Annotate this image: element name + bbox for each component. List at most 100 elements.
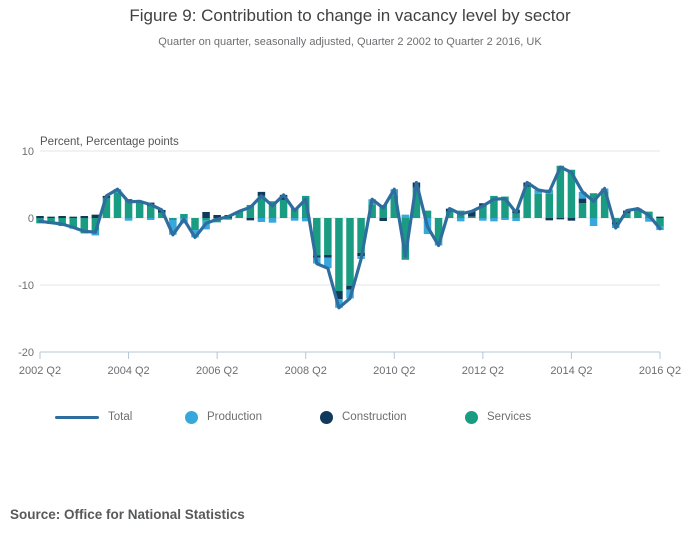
bar-segment-construction [324, 254, 332, 258]
legend-item-services[interactable]: Services [465, 405, 531, 429]
legend-item-total[interactable]: Total [55, 405, 132, 429]
bar-segment-construction [257, 191, 266, 196]
bar-segment-construction [556, 218, 565, 220]
bar-segment-production [490, 218, 498, 222]
x-axis-ticks [39, 352, 661, 359]
services-dot-swatch [465, 410, 478, 424]
legend-label-services: Services [487, 411, 532, 423]
bar-segment-construction [335, 291, 343, 300]
bar-segment-production [456, 218, 465, 222]
bar-segment-services [479, 206, 487, 218]
x-tick-label: 2012 Q2 [462, 365, 504, 377]
bar-segment-services [634, 210, 642, 218]
bar-segment-services [69, 218, 77, 228]
bar-segment-services [224, 218, 232, 220]
bar-segment-services [279, 199, 288, 218]
bar-segment-services [135, 202, 144, 218]
source-note: Source: Office for National Statistics [10, 507, 245, 522]
y-axis-unit-label: Percent, Percentage points [40, 136, 179, 148]
bar-segment-services [113, 192, 122, 218]
bar-segment-construction [202, 211, 210, 218]
bar-segment-services [567, 169, 576, 218]
bar-segment-services [357, 218, 365, 253]
bar-segment-services [191, 218, 199, 231]
bar-segment-construction [379, 218, 387, 222]
bar-segment-construction [58, 215, 66, 218]
bar-segment-construction [468, 211, 476, 217]
bar-segment-services [235, 211, 244, 218]
bar-segment-services [390, 195, 399, 218]
bar-segment-construction [213, 214, 221, 218]
bar-segment-services [401, 218, 410, 259]
bar-segment-production [589, 218, 598, 227]
bar-segment-services [379, 204, 387, 218]
bar-segment-production [146, 218, 155, 221]
bar-segment-services [102, 197, 111, 218]
legend-label-production: Production [207, 411, 262, 423]
stacked-bars [36, 165, 664, 308]
bar-segment-services [611, 218, 620, 223]
bar-segment-services [91, 218, 100, 231]
bar-segment-services [335, 218, 343, 292]
bar-segment-services [545, 193, 554, 218]
bar-segment-services [412, 187, 421, 218]
bar-segment-construction [80, 215, 89, 218]
bar-segment-production [578, 191, 587, 199]
bar-segment-services [600, 191, 609, 218]
bar-segment-services [578, 203, 587, 218]
bar-segment-services [268, 201, 277, 218]
x-tick-label: 2008 Q2 [285, 365, 327, 377]
bar-segment-production [301, 218, 310, 222]
bar-segment-production [290, 218, 299, 221]
bar-segment-production [324, 257, 332, 269]
bar-segment-production [534, 189, 542, 194]
bar-segment-production [268, 218, 277, 223]
bar-segment-construction [246, 218, 255, 221]
x-tick-labels: 2002 Q2 2004 Q2 2006 Q2 2008 Q2 2010 Q2 2012 … [19, 365, 681, 377]
bar-segment-services [124, 201, 133, 218]
x-tick-label: 2010 Q2 [373, 365, 415, 377]
bar-segment-production [645, 218, 653, 222]
bar-segment-services [290, 207, 299, 218]
y-tick-label: -20 [18, 347, 34, 359]
chart-svg: Percent, Percentage points 10 0 -10 -20 2002 … [18, 136, 681, 377]
bar-segment-construction [578, 198, 587, 204]
chart-area: Percent, Percentage points 10 0 -10 -20 2002 … [0, 130, 700, 380]
total-line [38, 165, 662, 310]
construction-dot-swatch [320, 410, 333, 424]
bar-segment-services [158, 212, 166, 218]
bar-segment-services [80, 218, 89, 234]
bar-segment-production [124, 218, 133, 221]
legend-label-total: Total [108, 411, 133, 423]
bar-segment-construction [545, 218, 554, 221]
bar-segment-services [589, 193, 598, 218]
bar-segment-production [479, 218, 487, 221]
bar-segment-services [313, 218, 321, 256]
bar-segment-construction [346, 285, 354, 290]
bar-segment-services [445, 211, 454, 218]
bar-segment-services [346, 218, 354, 286]
legend-item-construction[interactable]: Construction [320, 405, 407, 429]
bar-segment-services [324, 218, 332, 255]
bar-segment-construction [36, 215, 44, 218]
bar-segment-construction [656, 216, 664, 218]
bar-segment-services [512, 213, 520, 218]
bar-segment-services [368, 204, 376, 218]
legend-label-construction: Construction [342, 411, 407, 423]
bar-segment-construction [47, 216, 55, 218]
bar-segment-construction [401, 258, 410, 260]
bar-segment-services [623, 212, 631, 218]
x-tick-label: 2006 Q2 [196, 365, 238, 377]
chart-legend: Total Production Construction Services [0, 405, 700, 429]
bar-segment-production [169, 220, 177, 235]
bar-segment-production [512, 218, 520, 222]
y-tick-label: 10 [22, 146, 34, 158]
y-tick-label: 0 [28, 213, 34, 225]
x-tick-label: 2002 Q2 [19, 365, 61, 377]
total-line-swatch [55, 415, 99, 419]
legend-item-production[interactable]: Production [185, 405, 262, 429]
bar-segment-services [202, 218, 210, 221]
bar-segment-services [656, 218, 664, 227]
bar-segment-services [434, 218, 443, 241]
bar-segment-production [501, 218, 509, 221]
